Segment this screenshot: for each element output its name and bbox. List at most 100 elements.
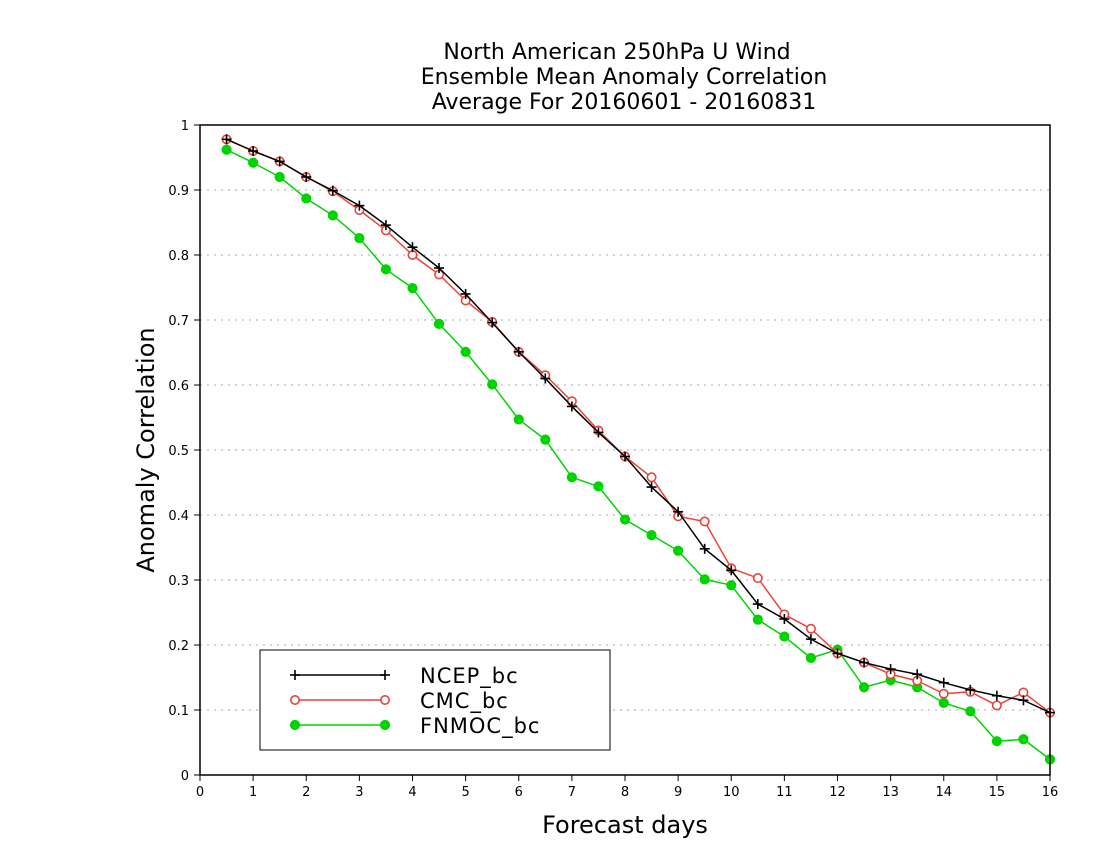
- y-tick-label: 0.2: [168, 639, 189, 654]
- data-point: [752, 614, 763, 625]
- data-point: [327, 210, 338, 221]
- data-point: [646, 472, 657, 483]
- y-tick-label: 0.5: [168, 444, 189, 459]
- y-tick-label: 0.6: [168, 379, 189, 394]
- x-tick-label: 0: [196, 785, 204, 800]
- data-point: [1018, 695, 1029, 706]
- data-point: [726, 580, 737, 591]
- data-point: [1018, 734, 1029, 745]
- series-line: [226, 138, 1051, 714]
- data-point: [938, 677, 949, 688]
- data-point: [433, 318, 445, 329]
- data-point: [885, 664, 896, 675]
- series-lines: [221, 134, 1056, 765]
- y-tick-label: 0.1: [168, 704, 189, 719]
- series-FNMOC_bc: [221, 144, 1056, 765]
- chart-title-line-3: Average For 20160601 - 20160831: [432, 90, 817, 115]
- series-NCEP_bc: [221, 134, 1055, 718]
- x-axis-title: Forecast days: [542, 811, 708, 839]
- legend-marker: [289, 719, 301, 731]
- data-point: [859, 657, 870, 668]
- chart-title-line-2: Ensemble Mean Anomaly Correlation: [421, 65, 828, 90]
- data-point: [699, 543, 710, 554]
- data-point: [858, 682, 870, 693]
- x-tick-label: 15: [989, 785, 1006, 800]
- data-point: [274, 171, 285, 183]
- data-point: [540, 373, 551, 384]
- x-tick-label: 1: [249, 785, 257, 800]
- data-point: [832, 648, 843, 659]
- data-point: [354, 200, 365, 211]
- data-point: [487, 317, 498, 328]
- chart-title-line-1: North American 250hPa U Wind: [443, 40, 790, 65]
- data-point: [593, 481, 604, 492]
- y-tick-label: 0.3: [168, 574, 189, 589]
- data-point: [593, 427, 604, 438]
- series-line: [226, 138, 1051, 714]
- legend-label: NCEP_bc: [420, 664, 519, 689]
- y-axis-title: Anomaly Correlation: [132, 327, 160, 572]
- data-point: [938, 697, 949, 708]
- data-point: [912, 669, 923, 680]
- data-point: [248, 146, 259, 156]
- data-point: [938, 688, 949, 699]
- x-tick-label: 12: [829, 785, 846, 800]
- data-point: [221, 144, 232, 155]
- data-point: [301, 193, 312, 204]
- legend-item: NCEP_bc: [290, 664, 519, 689]
- data-point: [620, 451, 630, 462]
- data-point: [301, 172, 312, 182]
- data-point: [540, 434, 551, 445]
- data-point: [327, 185, 338, 196]
- data-point: [699, 574, 710, 585]
- data-point: [779, 631, 790, 642]
- data-point: [380, 220, 391, 231]
- data-point: [513, 346, 524, 357]
- series-CMC_bc: [221, 134, 1056, 718]
- data-point: [965, 706, 976, 717]
- data-point: [487, 379, 498, 390]
- x-axis-ticks: 0 1 2 3 4 5 6 7 8 9 10 11 12 13 14 15 16: [196, 775, 1058, 800]
- data-point: [221, 134, 232, 145]
- y-tick-label: 0.7: [168, 314, 189, 329]
- x-tick-label: 9: [674, 785, 682, 800]
- data-point: [699, 516, 710, 527]
- x-tick-label: 2: [302, 785, 310, 800]
- y-tick-label: 0: [181, 769, 189, 784]
- data-point: [965, 684, 976, 695]
- data-point: [646, 482, 657, 493]
- x-tick-label: 11: [776, 785, 793, 800]
- data-point: [673, 506, 684, 517]
- data-point: [407, 242, 418, 253]
- data-point: [248, 157, 259, 168]
- data-point: [566, 472, 577, 483]
- legend-marker: [379, 694, 390, 705]
- y-axis-ticks: 0 0.1 0.2 0.3 0.4 0.5 0.6 0.7 0.8 0.9 1: [168, 119, 200, 784]
- data-point: [991, 736, 1002, 747]
- legend-label: FNMOC_bc: [420, 714, 540, 739]
- data-point: [460, 289, 471, 299]
- data-point: [752, 599, 763, 610]
- x-tick-label: 7: [568, 785, 576, 800]
- legend-item: CMC_bc: [289, 689, 508, 714]
- x-tick-label: 8: [621, 785, 629, 800]
- data-point: [380, 264, 392, 275]
- data-point: [991, 690, 1002, 701]
- x-tick-label: 10: [723, 785, 740, 800]
- data-point: [460, 346, 471, 357]
- data-point: [646, 530, 657, 541]
- y-tick-label: 0.4: [168, 509, 189, 524]
- legend-marker: [379, 719, 391, 731]
- x-tick-label: 6: [515, 785, 523, 800]
- y-tick-label: 1: [181, 119, 189, 134]
- data-point: [805, 623, 816, 634]
- data-point: [673, 545, 684, 556]
- data-point: [991, 700, 1002, 711]
- x-tick-label: 13: [882, 785, 899, 800]
- gridlines: [200, 189, 1050, 711]
- data-point: [752, 573, 763, 584]
- data-point: [513, 414, 524, 425]
- legend-marker: [290, 670, 300, 680]
